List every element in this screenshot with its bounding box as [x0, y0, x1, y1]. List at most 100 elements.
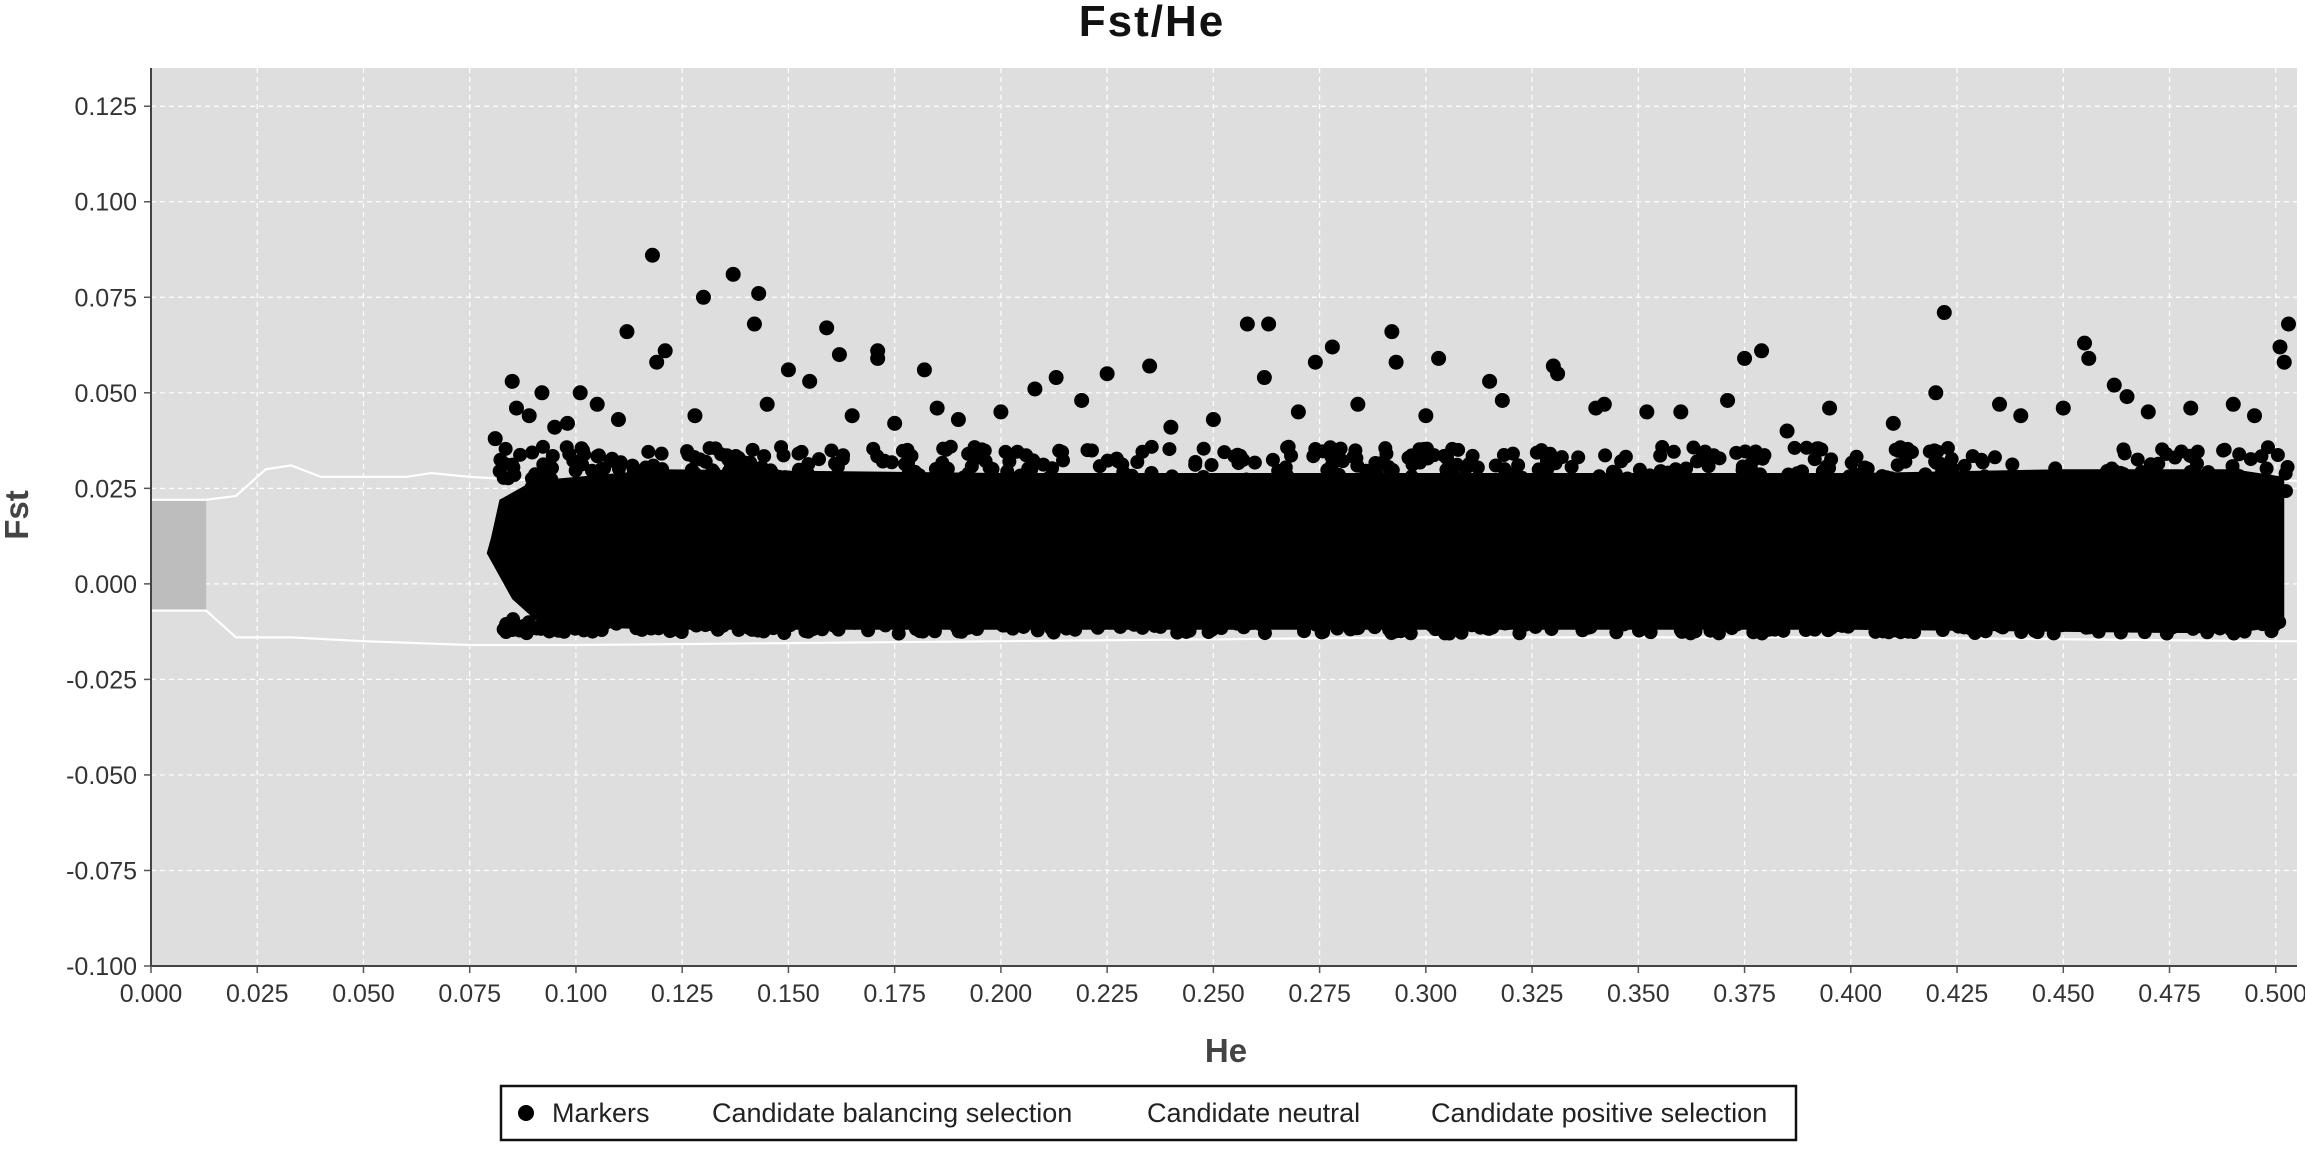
marker-point — [2259, 461, 2274, 476]
marker-point — [2276, 354, 2292, 370]
marker-point — [2065, 614, 2080, 629]
marker-point — [991, 484, 1006, 499]
marker-point — [1234, 615, 1249, 630]
marker-point — [831, 347, 847, 363]
marker-point — [1764, 480, 1779, 495]
marker-point — [1679, 461, 1694, 476]
marker-point — [1378, 441, 1393, 456]
marker-point — [1494, 392, 1510, 408]
marker-point — [2140, 404, 2156, 420]
marker-point — [1614, 454, 1629, 469]
marker-point — [1879, 470, 1894, 485]
marker-point — [1437, 626, 1452, 641]
marker-point — [1701, 459, 1716, 474]
marker-point — [2113, 625, 2128, 640]
marker-point — [1653, 448, 1668, 463]
marker-point — [812, 484, 827, 499]
marker-point — [684, 462, 699, 477]
marker-point — [756, 624, 771, 639]
marker-point — [2113, 613, 2128, 628]
marker-point — [2260, 473, 2275, 488]
marker-point — [1349, 451, 1364, 466]
markers-dense-cloud — [486, 469, 2285, 634]
marker-point — [1864, 613, 1879, 628]
y-tick-label: 0.100 — [74, 189, 137, 217]
marker-point — [2005, 457, 2020, 472]
marker-point — [535, 439, 550, 454]
marker-point — [1016, 619, 1031, 634]
marker-point — [1474, 477, 1489, 492]
marker-point — [547, 419, 563, 435]
marker-point — [1482, 373, 1498, 389]
marker-point — [575, 457, 590, 472]
marker-point — [1564, 460, 1579, 475]
marker-point — [794, 444, 809, 459]
marker-point — [1858, 466, 1873, 481]
marker-point — [884, 455, 899, 470]
x-tick-label: 0.500 — [2244, 980, 2305, 1008]
marker-point — [1720, 392, 1736, 408]
marker-point — [610, 412, 626, 428]
marker-point — [1754, 343, 1770, 359]
marker-point — [1776, 623, 1791, 638]
marker-point — [811, 452, 826, 467]
x-tick-label: 0.375 — [1713, 980, 1776, 1008]
marker-point — [2210, 477, 2225, 492]
marker-point — [772, 469, 787, 484]
marker-point — [1031, 481, 1046, 496]
marker-point — [1261, 316, 1277, 332]
marker-point — [1297, 624, 1312, 639]
marker-point — [967, 440, 982, 455]
marker-point — [1366, 618, 1381, 633]
marker-point — [1918, 467, 1933, 482]
marker-point — [1074, 392, 1090, 408]
marker-point — [687, 408, 703, 424]
marker-point — [1080, 443, 1095, 458]
legend-entry: Candidate positive selection — [1431, 1098, 1767, 1128]
marker-point — [1610, 612, 1625, 627]
marker-point — [1045, 474, 1060, 489]
marker-point — [1245, 615, 1260, 630]
marker-point — [1790, 466, 1805, 481]
y-axis-label: Fst — [0, 490, 35, 540]
marker-point — [801, 483, 816, 498]
marker-point — [981, 615, 996, 630]
marker-point — [1904, 479, 1919, 494]
marker-point — [1256, 370, 1272, 386]
x-tick-label: 0.325 — [1501, 980, 1564, 1008]
marker-point — [1497, 462, 1512, 477]
x-tick-label: 0.250 — [1182, 980, 1245, 1008]
marker-point — [1953, 481, 1968, 496]
marker-point — [1135, 620, 1150, 635]
marker-point — [605, 611, 620, 626]
marker-point — [507, 468, 522, 483]
legend-entry: Candidate neutral — [1147, 1098, 1360, 1128]
marker-point — [2232, 447, 2247, 462]
marker-point — [1790, 483, 1805, 498]
marker-point — [1404, 469, 1419, 484]
marker-point — [2013, 408, 2029, 424]
marker-point — [1437, 448, 1452, 463]
marker-point — [2119, 389, 2135, 405]
marker-point — [1331, 467, 1346, 482]
marker-point — [1333, 441, 1348, 456]
marker-point — [1632, 462, 1647, 477]
marker-point — [1256, 617, 1271, 632]
marker-point — [870, 449, 885, 464]
marker-point — [1893, 625, 1908, 640]
marker-point — [629, 621, 644, 636]
marker-point — [887, 415, 903, 431]
x-tick-label: 0.100 — [545, 980, 608, 1008]
marker-point — [2270, 447, 2285, 462]
marker-point — [743, 457, 758, 472]
marker-point — [1822, 400, 1838, 416]
marker-point — [1144, 439, 1159, 454]
marker-point — [1113, 619, 1128, 634]
marker-point — [997, 618, 1012, 633]
marker-point — [1349, 621, 1364, 636]
marker-point — [1265, 452, 1280, 467]
marker-point — [2235, 614, 2250, 629]
marker-point — [1724, 621, 1739, 636]
marker-point — [1937, 463, 1952, 478]
marker-point — [1388, 354, 1404, 370]
